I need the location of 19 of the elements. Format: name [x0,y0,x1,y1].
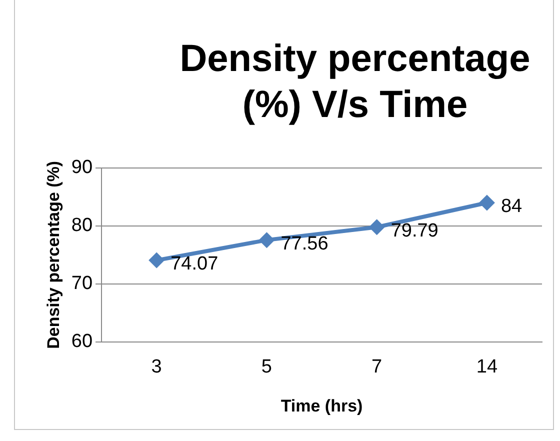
y-axis-title: Density percentage (%) [44,160,63,349]
x-tick-label: 7 [372,356,382,378]
data-label: 79.79 [390,220,438,242]
y-tick-label: 80 [71,215,93,236]
x-axis-title: Time (hrs) [280,396,363,416]
chart-title: Density percentage (%) V/s Time [178,37,532,128]
point [258,232,275,248]
x-tick-label: 3 [151,356,162,378]
x-tick-label: 5 [261,356,272,378]
point [478,194,495,211]
y-tick-label: 90 [71,157,93,178]
data-label: 84 [500,196,523,217]
point [148,252,165,268]
x-tick-label: 14 [476,356,498,378]
y-tick-label: 70 [71,273,93,294]
data-label: 74.07 [170,254,218,275]
point [368,219,385,236]
y-tick-label: 60 [71,331,93,352]
data-label: 77.56 [280,233,328,254]
